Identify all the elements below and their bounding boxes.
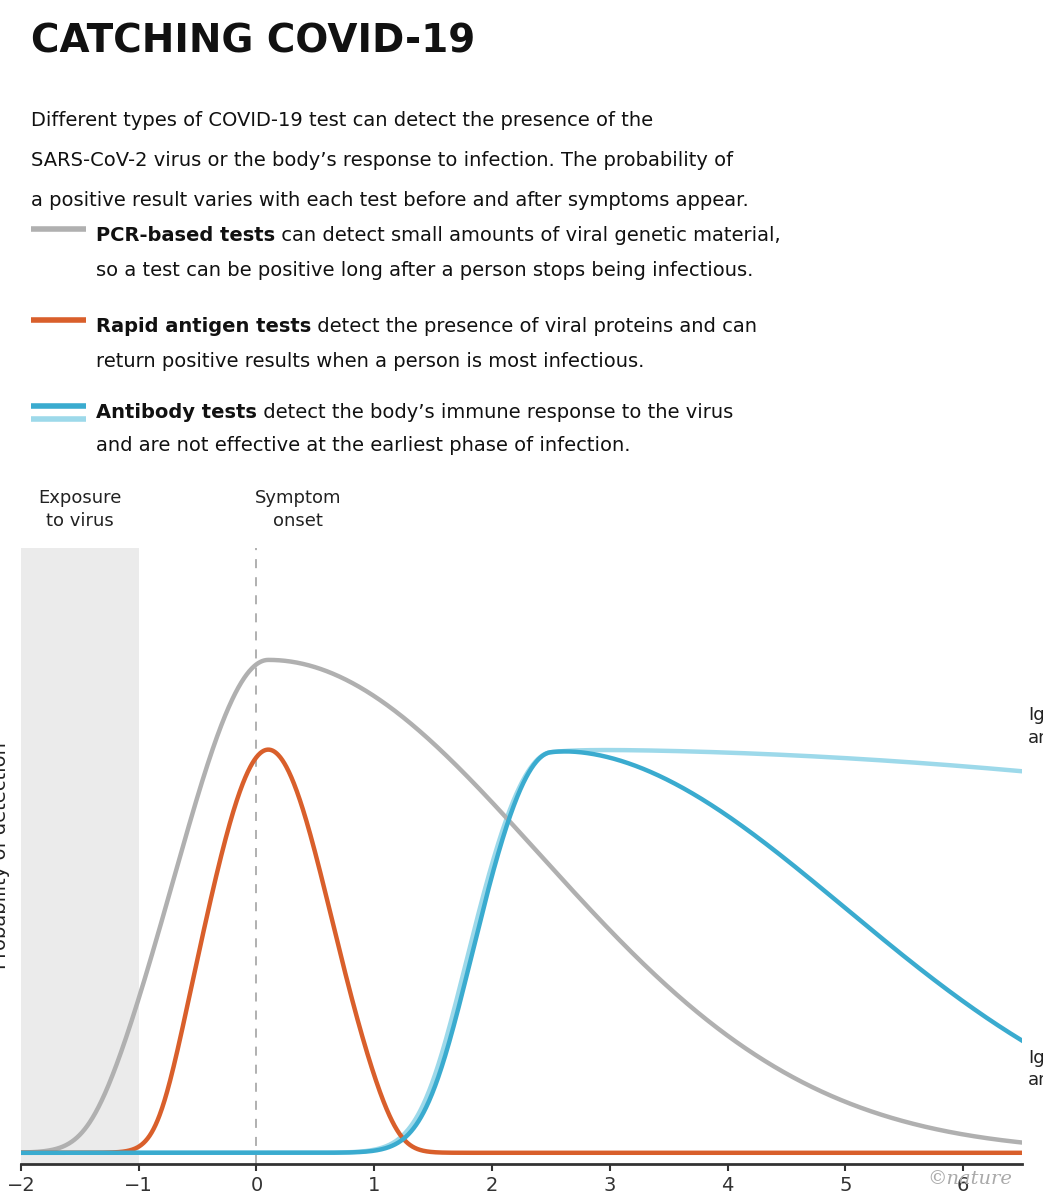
- Text: PCR-based tests: PCR-based tests: [96, 227, 275, 245]
- Text: CATCHING COVID-19: CATCHING COVID-19: [31, 23, 476, 61]
- Text: a positive result varies with each test before and after symptoms appear.: a positive result varies with each test …: [31, 192, 749, 210]
- Text: Different types of COVID-19 test can detect the presence of the: Different types of COVID-19 test can det…: [31, 112, 653, 130]
- Text: detect the presence of viral proteins and can: detect the presence of viral proteins an…: [311, 318, 757, 336]
- Text: Antibody tests: Antibody tests: [96, 403, 257, 422]
- Text: Symptom
onset: Symptom onset: [254, 490, 341, 529]
- Text: so a test can be positive long after a person stops being infectious.: so a test can be positive long after a p…: [96, 262, 753, 280]
- Text: IgM
antibody: IgM antibody: [1028, 1049, 1043, 1088]
- Text: Rapid antigen tests: Rapid antigen tests: [96, 318, 311, 336]
- Text: return positive results when a person is most infectious.: return positive results when a person is…: [96, 353, 645, 371]
- Text: SARS-CoV-2 virus or the body’s response to infection. The probability of: SARS-CoV-2 virus or the body’s response …: [31, 151, 733, 170]
- Text: ©nature: ©nature: [927, 1170, 1012, 1188]
- Text: Exposure
to virus: Exposure to virus: [39, 490, 121, 529]
- Text: can detect small amounts of viral genetic material,: can detect small amounts of viral geneti…: [275, 227, 781, 245]
- Text: IgG
antibody: IgG antibody: [1028, 707, 1043, 746]
- Text: and are not effective at the earliest phase of infection.: and are not effective at the earliest ph…: [96, 437, 630, 455]
- Text: detect the body’s immune response to the virus: detect the body’s immune response to the…: [257, 403, 733, 422]
- Bar: [21, 548, 139, 1164]
- Y-axis label: Probability of detection: Probability of detection: [0, 743, 9, 970]
